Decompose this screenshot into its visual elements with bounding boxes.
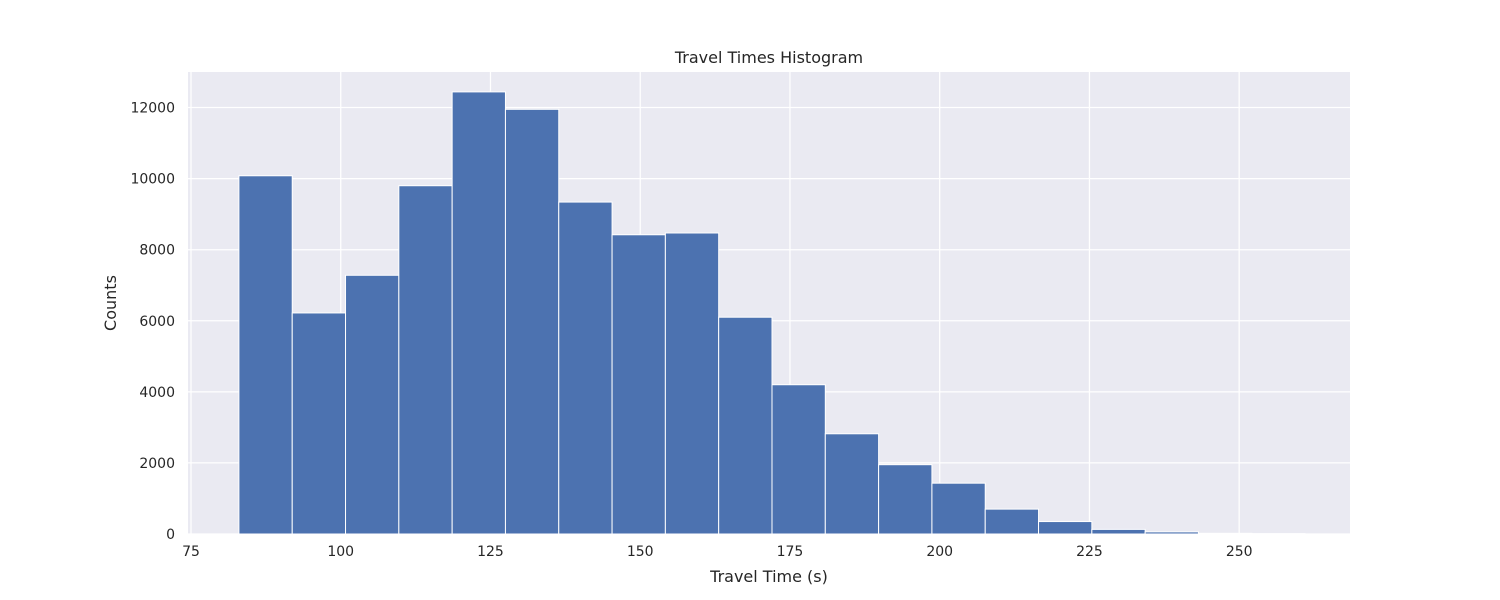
x-tick-label: 150 xyxy=(627,544,654,560)
histogram-bar xyxy=(398,185,453,535)
y-tick-label: 12000 xyxy=(130,101,175,117)
y-tick-label: 8000 xyxy=(139,243,175,259)
y-tick-label: 10000 xyxy=(130,172,175,188)
x-tick-label: 175 xyxy=(777,544,804,560)
y-tick-label: 4000 xyxy=(139,385,175,401)
histogram-bar xyxy=(718,316,773,535)
x-tick-label: 250 xyxy=(1226,544,1253,560)
histogram-bar xyxy=(345,274,400,535)
histogram-bar xyxy=(931,482,986,535)
histogram-bar xyxy=(1197,532,1253,535)
y-axis-label: Counts xyxy=(101,275,120,331)
histogram-bar xyxy=(611,234,666,535)
histogram-bar xyxy=(1144,531,1199,535)
histogram-bar xyxy=(878,464,933,535)
histogram-bar xyxy=(771,384,826,535)
y-tick-label: 6000 xyxy=(139,314,175,330)
histogram-bar xyxy=(1091,528,1146,535)
x-tick-label: 125 xyxy=(477,544,504,560)
x-tick-labels: 75 100 125 150 175 200 225 250 xyxy=(182,544,1252,560)
histogram-bar xyxy=(984,508,1040,535)
histogram-bar xyxy=(291,312,347,535)
chart-title: Travel Times Histogram xyxy=(674,48,863,67)
histogram-bar xyxy=(664,232,720,535)
histogram-bar xyxy=(451,91,506,535)
x-tick-label: 225 xyxy=(1076,544,1103,560)
y-tick-label: 2000 xyxy=(139,456,175,472)
x-tick-label: 200 xyxy=(926,544,953,560)
histogram-bar xyxy=(238,175,293,535)
x-tick-label: 100 xyxy=(327,544,354,560)
histogram-bar xyxy=(824,433,880,535)
x-axis-label: Travel Time (s) xyxy=(709,567,828,586)
histogram-bar xyxy=(558,201,613,535)
y-tick-label: 0 xyxy=(166,527,175,543)
histogram-bar xyxy=(1038,521,1093,535)
x-tick-label: 75 xyxy=(182,544,200,560)
y-tick-labels: 0 2000 4000 6000 8000 10000 12000 xyxy=(130,101,175,543)
histogram-bar xyxy=(504,108,560,535)
bars-layer xyxy=(238,91,1306,535)
